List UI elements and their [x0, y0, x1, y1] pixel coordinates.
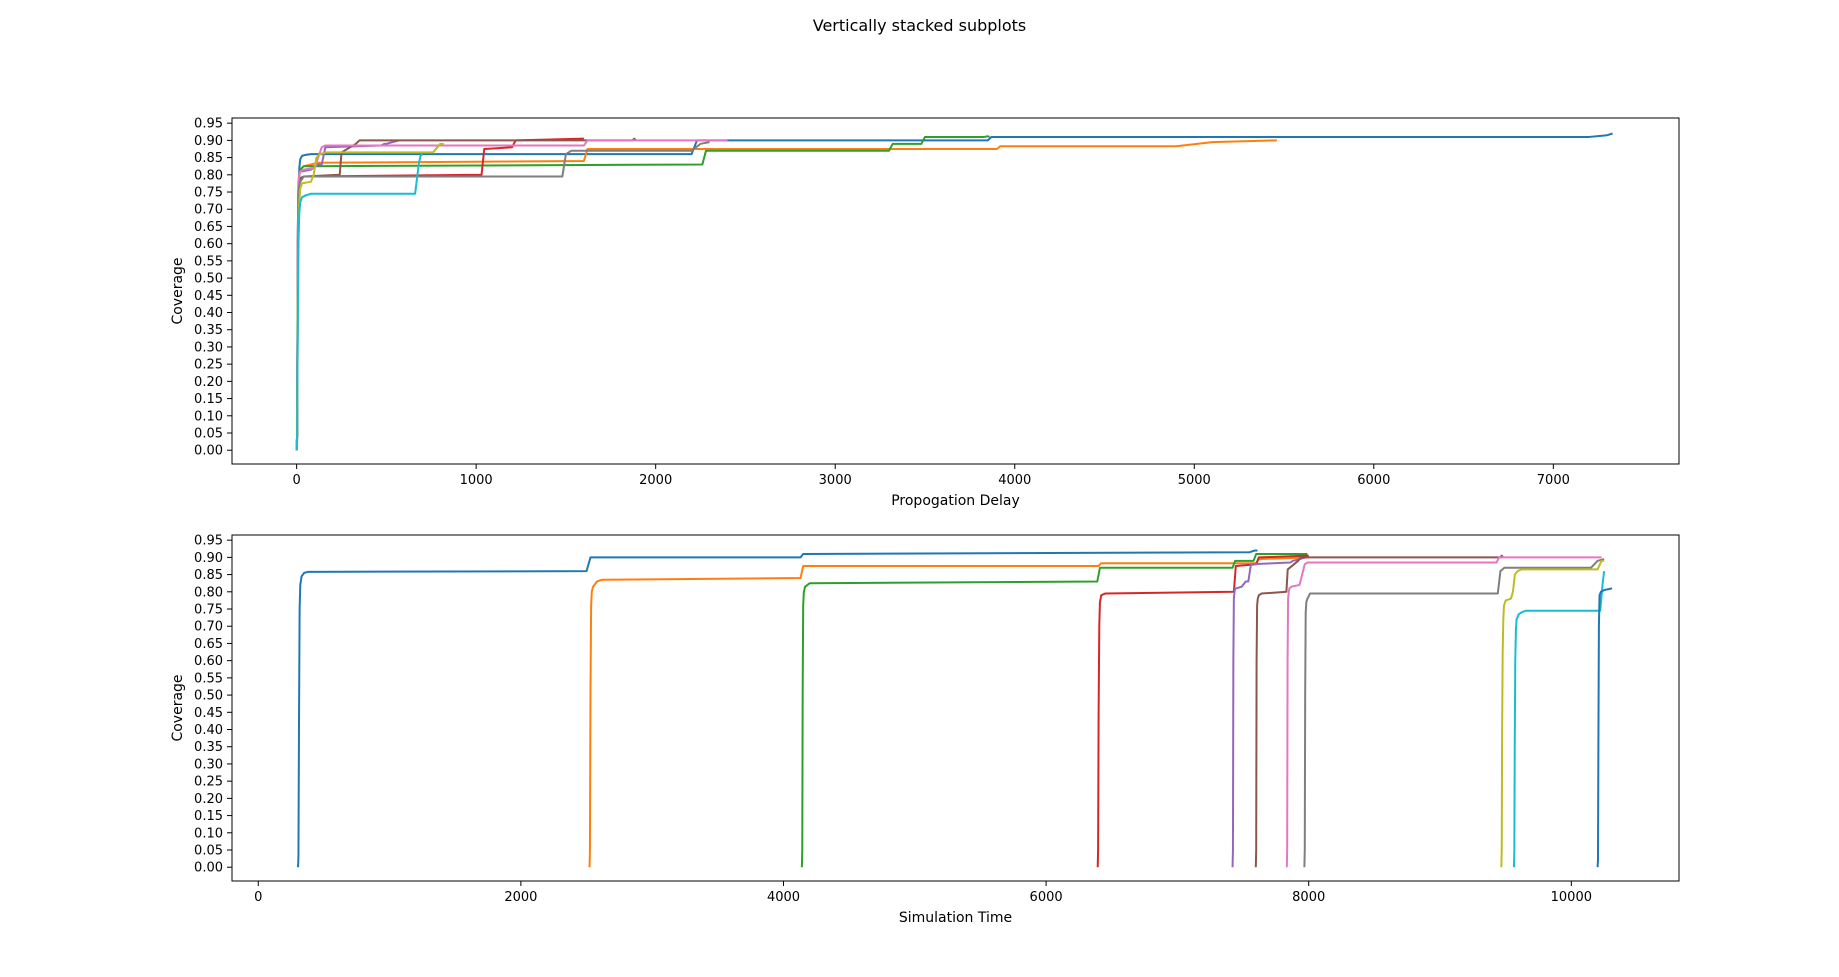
y-tick-label: 0.90 — [194, 134, 223, 149]
y-tick-label: 0.60 — [194, 654, 223, 669]
y-tick-label: 0.85 — [194, 151, 223, 166]
y-tick-label: 0.00 — [194, 444, 223, 459]
x-axis-label: Propogation Delay — [891, 493, 1020, 509]
x-tick-label: 0 — [292, 473, 300, 488]
y-tick-label: 0.80 — [194, 168, 223, 183]
y-tick-label: 0.95 — [194, 117, 223, 132]
x-tick-label: 2000 — [639, 473, 672, 488]
series-line-7 — [1285, 556, 1602, 868]
y-tick-label: 0.40 — [194, 723, 223, 738]
y-tick-label: 0.50 — [194, 272, 223, 287]
x-tick-label: 4000 — [998, 473, 1031, 488]
y-tick-label: 0.25 — [194, 775, 223, 790]
y-tick-label: 0.55 — [194, 254, 223, 269]
y-axis-label: Coverage — [170, 257, 186, 324]
x-tick-label: 7000 — [1537, 473, 1570, 488]
subplot-top: 0 1000 2000 3000 4000 5000 6000 7000 0.00 0.05 0.1… — [170, 117, 1680, 509]
x-axis-label: Simulation Time — [899, 910, 1012, 926]
y-tick-label: 0.70 — [194, 620, 223, 635]
x-tick-label: 1000 — [460, 473, 493, 488]
y-tick-label: 0.65 — [194, 637, 223, 652]
y-tick-label: 0.35 — [194, 323, 223, 338]
y-tick-label: 0.40 — [194, 306, 223, 321]
y-tick-label: 0.90 — [194, 551, 223, 566]
series-line-1 — [297, 549, 1258, 868]
y-tick-label: 0.05 — [194, 844, 223, 859]
y-tick-label: 0.30 — [194, 757, 223, 772]
y-axis-label: Coverage — [170, 674, 186, 741]
y-tick-label: 0.05 — [194, 427, 223, 442]
x-tick-label: 2000 — [504, 890, 537, 905]
y-tick-label: 0.10 — [194, 409, 223, 424]
series-line-11 — [1596, 587, 1613, 868]
series-line-8 — [1303, 558, 1605, 868]
y-tick-label: 0.20 — [194, 375, 223, 390]
series-line-10 — [295, 153, 423, 451]
series-line-2 — [588, 556, 1309, 868]
y-tick-label: 0.45 — [194, 706, 223, 721]
y-tick-label: 0.50 — [194, 689, 223, 704]
y-tick-label: 0.95 — [194, 534, 223, 549]
y-tick-label: 0.20 — [194, 792, 223, 807]
y-tick-label: 0.70 — [194, 203, 223, 218]
x-tick-label: 4000 — [767, 890, 800, 905]
y-tick-label: 0.60 — [194, 237, 223, 252]
x-tick-label: 5000 — [1178, 473, 1211, 488]
subplot-bottom: 0 2000 4000 6000 8000 10000 0.00 0.05 0.10 0.15 0.… — [170, 534, 1680, 926]
y-tick-label: 0.85 — [194, 568, 223, 583]
y-tick-label: 0.00 — [194, 861, 223, 876]
y-tick-label: 0.45 — [194, 289, 223, 304]
x-tick-label: 10000 — [1551, 890, 1592, 905]
y-tick-label: 0.25 — [194, 358, 223, 373]
axes-frame — [231, 117, 1680, 465]
y-tick-label: 0.75 — [194, 186, 223, 201]
x-tick-label: 6000 — [1030, 890, 1063, 905]
x-tick-label: 8000 — [1292, 890, 1325, 905]
axes-frame — [231, 534, 1680, 882]
y-tick-label: 0.15 — [194, 392, 223, 407]
series-line-3 — [800, 552, 1308, 868]
y-tick-label: 0.10 — [194, 826, 223, 841]
y-tick-label: 0.35 — [194, 740, 223, 755]
y-tick-label: 0.80 — [194, 585, 223, 600]
y-tick-label: 0.30 — [194, 340, 223, 355]
y-tick-label: 0.15 — [194, 809, 223, 824]
y-tick-label: 0.65 — [194, 220, 223, 235]
series-line-5 — [1231, 556, 1307, 868]
y-tick-label: 0.75 — [194, 603, 223, 618]
series-line-9 — [1500, 559, 1605, 868]
series-line-10 — [1512, 571, 1606, 868]
figure-title: Vertically stacked subplots — [813, 16, 1027, 35]
series-line-6 — [1254, 554, 1504, 868]
x-tick-label: 0 — [254, 890, 262, 905]
x-tick-label: 3000 — [819, 473, 852, 488]
y-tick-label: 0.55 — [194, 671, 223, 686]
x-tick-label: 6000 — [1357, 473, 1390, 488]
